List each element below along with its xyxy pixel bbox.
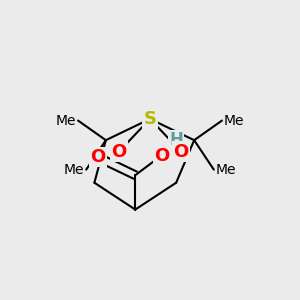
Text: Me: Me — [224, 114, 244, 128]
Text: H: H — [169, 131, 183, 149]
Text: Me: Me — [215, 163, 236, 177]
Text: O: O — [173, 142, 189, 160]
Text: O: O — [111, 142, 127, 160]
Text: O: O — [90, 148, 105, 166]
Text: S: S — [143, 110, 157, 128]
Text: Me: Me — [56, 114, 76, 128]
Text: O: O — [154, 147, 169, 165]
Text: Me: Me — [64, 163, 85, 177]
